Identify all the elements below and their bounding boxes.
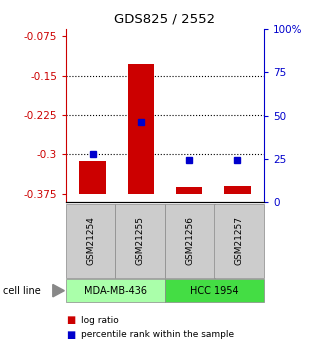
Text: log ratio: log ratio	[81, 316, 118, 325]
Text: percentile rank within the sample: percentile rank within the sample	[81, 330, 234, 339]
Bar	[176, 187, 202, 194]
Bar	[128, 64, 154, 194]
Text: GSM21254: GSM21254	[86, 216, 95, 265]
Text: cell line: cell line	[3, 286, 41, 296]
Text: ■: ■	[66, 315, 75, 325]
Text: GSM21257: GSM21257	[235, 216, 244, 265]
Text: GSM21255: GSM21255	[136, 216, 145, 265]
Bar	[79, 161, 106, 194]
Text: GSM21256: GSM21256	[185, 216, 194, 265]
Bar	[224, 186, 251, 194]
Title: GDS825 / 2552: GDS825 / 2552	[115, 12, 215, 26]
Text: MDA-MB-436: MDA-MB-436	[84, 286, 147, 296]
Text: HCC 1954: HCC 1954	[190, 286, 239, 296]
Text: ■: ■	[66, 330, 75, 339]
